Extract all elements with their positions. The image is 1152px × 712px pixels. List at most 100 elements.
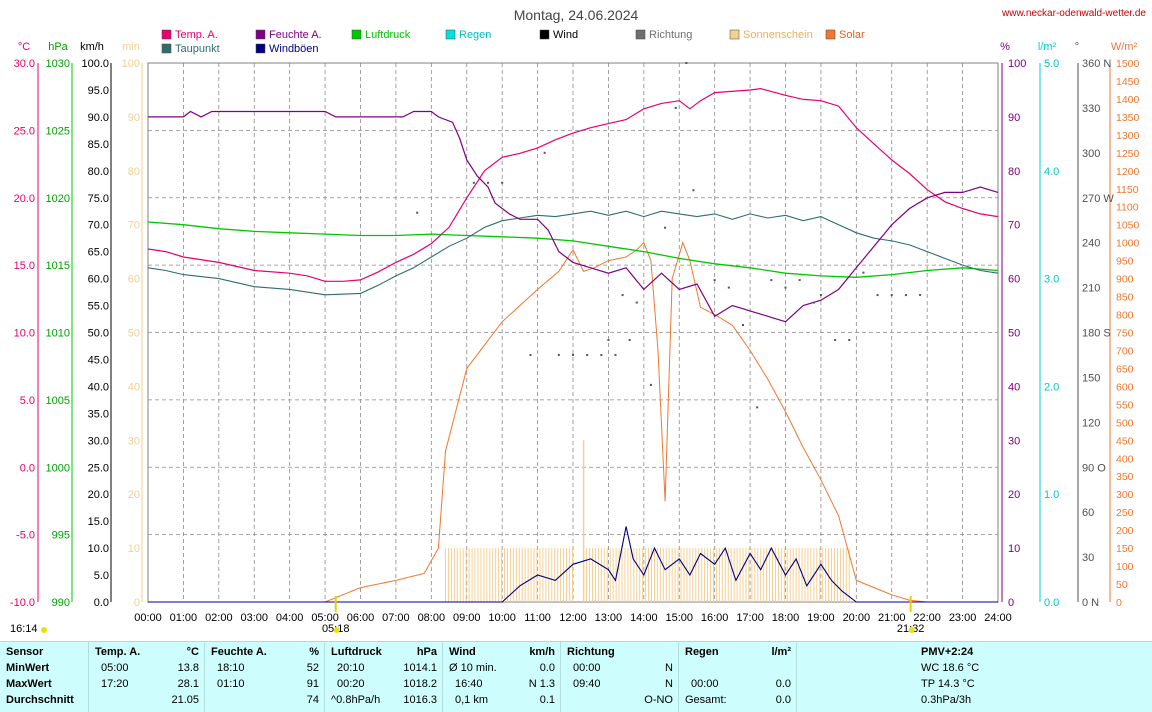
solar-axis-tick: 300 xyxy=(1116,489,1134,501)
time-tick: 08:00 xyxy=(418,612,446,624)
legend-swatch-2 xyxy=(255,29,266,40)
avg-row-label: Durchschnitt xyxy=(6,694,74,706)
solar-axis-tick: 350 xyxy=(1116,471,1134,483)
time-tick: 12:00 xyxy=(559,612,587,624)
direction-dot xyxy=(614,353,617,356)
rain-axis-tick: 5.0 xyxy=(1044,58,1059,70)
humidity-axis-tick: 20 xyxy=(1008,489,1020,501)
direction-dot xyxy=(727,286,730,289)
dir-min-value: N xyxy=(665,662,673,674)
direction-dot xyxy=(607,338,610,341)
direction-dot xyxy=(586,353,589,356)
direction-axis-tick: 330 xyxy=(1082,103,1100,115)
sunmin-axis-tick: 60 xyxy=(128,274,140,286)
time-tick: 15:00 xyxy=(665,612,693,624)
rain-axis-tick: 3.0 xyxy=(1044,274,1059,286)
axis-header-pressure: hPa xyxy=(48,41,68,53)
legend-label-4: Luftdruck xyxy=(365,29,411,41)
direction-dot xyxy=(635,301,638,304)
direction-dot xyxy=(600,353,603,356)
time-tick: 03:00 xyxy=(240,612,268,624)
axis-header-wind: km/h xyxy=(80,41,104,53)
legend-label-8: Sonnenschein xyxy=(743,29,813,41)
direction-dot xyxy=(572,353,574,356)
temp-axis-tick: -10.0 xyxy=(10,597,35,609)
solar-axis-tick: 900 xyxy=(1116,274,1134,286)
rain-axis-tick: 4.0 xyxy=(1044,166,1059,178)
wind-max-time: 16:40 xyxy=(455,678,483,690)
solar-axis-tick: 0 xyxy=(1116,597,1122,609)
wind-axis-tick: 20.0 xyxy=(88,489,109,501)
rain-axis-tick: 1.0 xyxy=(1044,489,1059,501)
legend-label-5: Regen xyxy=(459,29,491,41)
sunmin-axis-tick: 70 xyxy=(128,220,140,232)
wind-axis-tick: 80.0 xyxy=(88,166,109,178)
direction-dot xyxy=(756,406,759,409)
legend-swatch-7 xyxy=(635,29,646,40)
solar-axis-tick: 750 xyxy=(1116,328,1134,340)
wind-axis-tick: 25.0 xyxy=(88,462,109,474)
legend-swatch-0 xyxy=(161,29,172,40)
legend-swatch-1 xyxy=(161,43,172,54)
solar-axis-tick: 100 xyxy=(1116,561,1134,573)
direction-dot xyxy=(692,189,695,192)
wind-axis-tick: 85.0 xyxy=(88,139,109,151)
chart-title: Montag, 24.06.2024 xyxy=(514,7,639,23)
summary-col-pressure: Luftdruck hPa 20:10 1014.1 00:20 1018.2 … xyxy=(324,642,443,712)
temp-axis-tick: 0.0 xyxy=(20,462,35,474)
time-tick: 18:00 xyxy=(772,612,800,624)
temp-axis-tick: 10.0 xyxy=(14,328,35,340)
wind-axis-tick: 35.0 xyxy=(88,408,109,420)
summary-table: Sensor MinWert MaxWert Durchschnitt Temp… xyxy=(0,641,1152,712)
wind-min-label: Ø 10 min. xyxy=(449,662,497,674)
direction-dot xyxy=(890,294,893,297)
legend-swatch-9 xyxy=(825,29,836,40)
dir-avg-value: O-NO xyxy=(644,694,673,706)
legend-swatch-5 xyxy=(445,29,456,40)
press-trend: ^0.8hPa/h xyxy=(331,694,381,706)
solar-axis-tick: 850 xyxy=(1116,292,1134,304)
temp-min-time: 05:00 xyxy=(101,662,129,674)
direction-dot xyxy=(834,338,837,341)
temp-min-value: 13.8 xyxy=(177,662,199,674)
press-max-value: 1018.2 xyxy=(403,678,437,690)
pmv-windchill: WC 18.6 °C xyxy=(921,662,980,674)
pressure-axis-tick: 1020 xyxy=(46,193,70,205)
sunmin-axis-tick: 50 xyxy=(128,328,140,340)
direction-dot xyxy=(713,279,716,282)
solar-axis-tick: 1300 xyxy=(1116,130,1140,142)
axis-header-solar: W/m² xyxy=(1111,41,1138,53)
max-row-label: MaxWert xyxy=(6,678,52,690)
direction-dot xyxy=(664,226,667,229)
summary-col-wind: Wind km/h Ø 10 min. 0.0 16:40 N 1.3 0,1 … xyxy=(442,642,561,712)
solar-axis-tick: 500 xyxy=(1116,417,1134,429)
press-unit: hPa xyxy=(416,646,437,658)
direction-dot xyxy=(876,294,879,297)
legend-label-9: Solar xyxy=(839,29,865,41)
solar-axis-tick: 1500 xyxy=(1116,58,1140,70)
direction-axis-tick: 180 S xyxy=(1082,328,1111,340)
pressure-axis-tick: 1015 xyxy=(46,260,70,272)
hum-header: Feuchte A. xyxy=(211,646,267,658)
wind-axis-tick: 40.0 xyxy=(88,381,109,393)
solar-axis-tick: 1200 xyxy=(1116,166,1140,178)
axis-header-temp: °C xyxy=(18,41,30,53)
direction-axis-tick: 150 xyxy=(1082,372,1100,384)
time-tick: 16:00 xyxy=(701,612,729,624)
dir-max-value: N xyxy=(665,678,673,690)
temp-line xyxy=(147,87,999,282)
sunset-sun-icon xyxy=(908,627,915,633)
wind-axis-tick: 45.0 xyxy=(88,354,109,366)
solar-axis-tick: 150 xyxy=(1116,543,1134,555)
time-tick: 14:00 xyxy=(630,612,658,624)
wind-axis-tick: 5.0 xyxy=(94,570,109,582)
wind-gust-line xyxy=(148,526,998,603)
hum-max-value: 91 xyxy=(306,678,319,690)
pressure-axis-tick: 990 xyxy=(52,597,70,609)
direction-dot xyxy=(543,151,546,154)
sunmin-axis-tick: 20 xyxy=(128,489,140,501)
legend-label-2: Feuchte A. xyxy=(269,29,322,41)
humidity-axis-tick: 100 xyxy=(1008,58,1026,70)
solar-axis-tick: 800 xyxy=(1116,310,1134,322)
direction-dot xyxy=(501,181,504,184)
